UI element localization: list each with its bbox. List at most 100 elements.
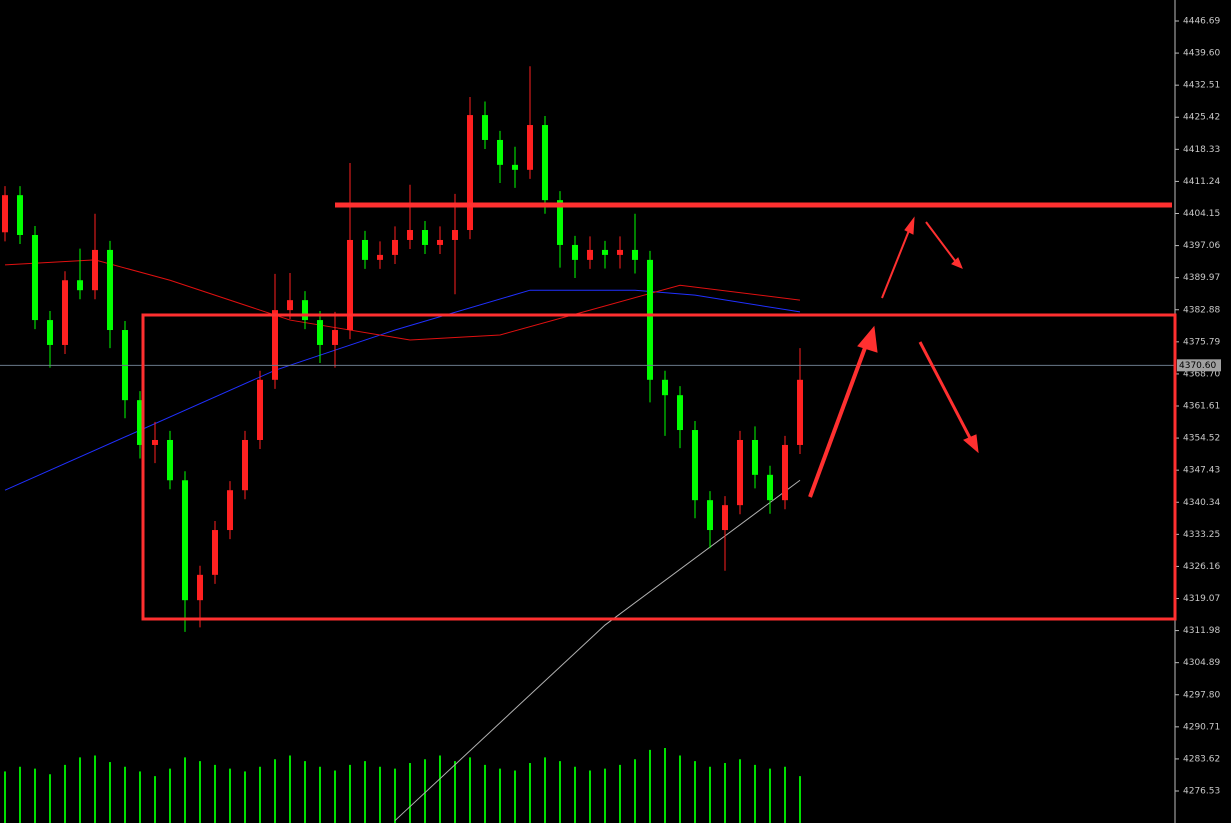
- volume-bar: [259, 766, 261, 823]
- volume-bar: [349, 764, 351, 823]
- volume-bar: [574, 766, 576, 823]
- volume-bar: [154, 776, 156, 823]
- candle-body: [647, 259, 653, 380]
- volume-bar: [34, 768, 36, 823]
- volume-bar: [649, 749, 651, 823]
- volume-bar: [94, 755, 96, 823]
- volume-bar: [214, 764, 216, 823]
- y-tick-label: 4340.34: [1183, 498, 1220, 508]
- candle-body: [677, 395, 683, 431]
- y-tick-label: 4368.70: [1183, 369, 1220, 379]
- volume-bar: [769, 768, 771, 823]
- candle-body: [632, 249, 638, 260]
- candle-body: [257, 379, 263, 440]
- volume-bar: [4, 771, 6, 823]
- volume-bar: [139, 771, 141, 823]
- volume-bar: [379, 766, 381, 823]
- candle-body: [512, 164, 518, 170]
- candle-body: [572, 244, 578, 260]
- arrow-up-thick: [808, 344, 868, 498]
- candle-body: [182, 480, 188, 601]
- candle-body: [92, 249, 98, 291]
- candle-body: [587, 249, 593, 260]
- y-tick-label: 4439.60: [1183, 49, 1220, 59]
- volume-bar: [109, 762, 111, 823]
- volume-bar: [694, 761, 696, 823]
- candle-body: [47, 320, 53, 345]
- y-tick-label: 4297.80: [1183, 690, 1220, 700]
- y-tick-label: 4425.42: [1183, 113, 1220, 123]
- candle-body: [767, 474, 773, 501]
- y-tick-label: 4361.61: [1183, 402, 1220, 412]
- y-tick-label: 4382.88: [1183, 305, 1220, 315]
- volume-bar: [394, 768, 396, 823]
- y-tick-label: 4347.43: [1183, 466, 1220, 476]
- candle-body: [2, 195, 8, 233]
- volume-bar: [484, 764, 486, 823]
- volume-bar: [19, 766, 21, 823]
- y-tick-label: 4283.62: [1183, 754, 1220, 764]
- candle-body: [332, 330, 338, 345]
- volume-bar: [319, 766, 321, 823]
- volume-bar: [229, 768, 231, 823]
- candle-body: [272, 310, 278, 380]
- y-tick-label: 4326.16: [1183, 562, 1220, 572]
- volume-bar: [364, 761, 366, 823]
- volume-bar: [709, 766, 711, 823]
- candle-body: [212, 530, 218, 575]
- volume-bar: [799, 776, 801, 823]
- current-price-box: [1177, 359, 1221, 372]
- candle-body: [167, 439, 173, 481]
- candle-body: [302, 300, 308, 321]
- candle-body: [557, 200, 563, 245]
- arrow-head: [857, 325, 878, 353]
- y-tick-label: 4446.69: [1183, 16, 1220, 26]
- candle-body: [707, 500, 713, 531]
- candle-body: [227, 490, 233, 531]
- volume-bar: [424, 759, 426, 823]
- volume-bar: [409, 763, 411, 823]
- volume-bar: [469, 757, 471, 823]
- candle-body: [452, 230, 458, 240]
- y-tick-label: 4333.25: [1183, 530, 1220, 540]
- volume-bar: [169, 768, 171, 823]
- candle-body: [347, 239, 353, 331]
- volume-bar: [784, 766, 786, 823]
- candle-body: [617, 249, 623, 255]
- arrow-head: [963, 434, 979, 454]
- candle-body: [797, 379, 803, 445]
- volume-bar: [664, 748, 666, 823]
- candle-body: [317, 320, 323, 345]
- range-box: [141, 313, 1177, 621]
- candle-body: [77, 280, 83, 291]
- volume-bar: [754, 764, 756, 823]
- candle-body: [527, 125, 533, 170]
- candle-body: [362, 239, 368, 260]
- candle-body: [542, 125, 548, 201]
- candle-body: [602, 249, 608, 255]
- price-axis: 4446.69 4439.60 4432.51 4425.42 4418.33 4411.…: [0, 16, 1221, 797]
- volume-bar: [244, 771, 246, 823]
- y-tick-label: 4411.24: [1183, 177, 1220, 187]
- y-tick-label: 4397.06: [1183, 241, 1220, 251]
- arrow-head: [951, 257, 963, 269]
- current-price-label: 4370.60: [1179, 361, 1216, 371]
- moving-average: [394, 479, 801, 821]
- candle-body: [137, 400, 143, 445]
- y-tick-label: 4319.07: [1183, 594, 1220, 604]
- y-tick-label: 4354.52: [1183, 434, 1220, 444]
- volume-bar: [604, 768, 606, 823]
- candle-body: [722, 505, 728, 531]
- candle-body: [782, 444, 788, 501]
- candle-body: [422, 230, 428, 245]
- candle-layer: [2, 66, 803, 632]
- candle-body: [107, 249, 113, 331]
- candle-body: [62, 280, 68, 345]
- candle-body: [437, 239, 443, 245]
- arrow-head: [904, 216, 915, 235]
- volume-bar: [289, 755, 291, 823]
- volume-bar: [274, 759, 276, 823]
- volume-bar: [454, 761, 456, 823]
